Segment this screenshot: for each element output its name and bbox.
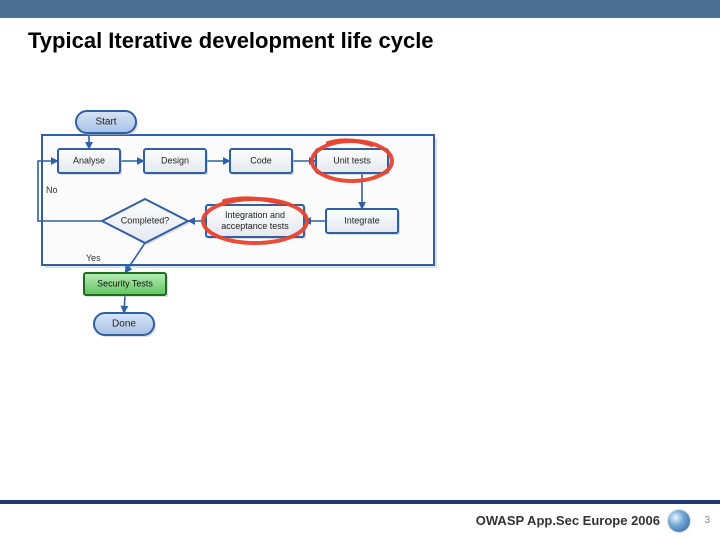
svg-text:Integration and: Integration and bbox=[225, 210, 285, 220]
svg-text:Done: Done bbox=[112, 319, 136, 330]
svg-text:Yes: Yes bbox=[86, 253, 101, 263]
svg-text:No: No bbox=[46, 185, 58, 195]
top-bar bbox=[0, 0, 720, 18]
svg-text:Analyse: Analyse bbox=[73, 155, 105, 165]
footer-text: OWASP App.Sec Europe 2006 bbox=[476, 513, 660, 528]
flowchart-diagram: No Yes Start Analyse Design Code Unit tests Com… bbox=[28, 105, 448, 365]
svg-text:Security Tests: Security Tests bbox=[97, 278, 153, 288]
globe-icon bbox=[668, 510, 690, 532]
svg-text:Design: Design bbox=[161, 155, 189, 165]
svg-text:Start: Start bbox=[95, 117, 116, 128]
svg-text:acceptance tests: acceptance tests bbox=[221, 221, 289, 231]
svg-text:Code: Code bbox=[250, 155, 272, 165]
page-number: 3 bbox=[704, 515, 710, 526]
page-title: Typical Iterative development life cycle bbox=[28, 28, 434, 54]
svg-text:Integrate: Integrate bbox=[344, 215, 380, 225]
footer-line bbox=[0, 500, 720, 504]
svg-text:Completed?: Completed? bbox=[121, 215, 170, 225]
svg-text:Unit tests: Unit tests bbox=[333, 155, 371, 165]
